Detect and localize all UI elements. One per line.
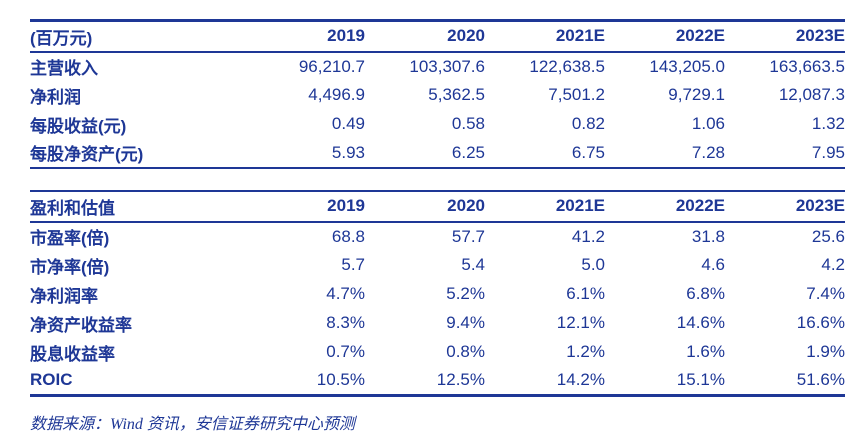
cell-value: 9.4% bbox=[446, 313, 485, 332]
year-column-header: 2019 bbox=[327, 26, 365, 46]
row-label: ROIC bbox=[30, 370, 73, 390]
cell-value: 4.2 bbox=[821, 255, 845, 274]
valuation-table-header-row: 盈利和估值 2019 2020 2021E 2022E 2023E bbox=[30, 191, 845, 222]
year-column-header: 2020 bbox=[447, 196, 485, 215]
cell-value: 0.8% bbox=[446, 342, 485, 361]
row-label: 净利润 bbox=[30, 87, 81, 107]
cell-value: 5.4 bbox=[461, 255, 485, 274]
cell-value: 15.1% bbox=[676, 370, 725, 390]
row-label: 市净率(倍) bbox=[30, 257, 110, 277]
cell-value: 4.7% bbox=[326, 284, 365, 303]
year-column-header: 2022E bbox=[675, 26, 725, 46]
cell-value: 103,307.6 bbox=[409, 56, 485, 76]
row-label-header: (百万元) bbox=[30, 28, 93, 48]
row-label: 股息收益率 bbox=[30, 344, 115, 364]
cell-value: 10.5% bbox=[316, 370, 365, 390]
cell-value: 4.6 bbox=[701, 255, 725, 274]
cell-value: 5.93 bbox=[331, 142, 365, 162]
table-row: 每股收益(元) 0.49 0.58 0.82 1.06 1.32 bbox=[30, 110, 845, 139]
cell-value: 5.2% bbox=[446, 284, 485, 303]
cell-value: 0.82 bbox=[571, 114, 605, 133]
row-label: 市盈率(倍) bbox=[30, 229, 110, 248]
cell-value: 122,638.5 bbox=[529, 56, 605, 76]
cell-value: 16.6% bbox=[796, 313, 845, 332]
year-column-header: 2021E bbox=[555, 196, 605, 215]
cell-value: 12,087.3 bbox=[778, 85, 845, 104]
cell-value: 7.4% bbox=[806, 284, 845, 303]
row-label: 净利润率 bbox=[30, 286, 98, 306]
cell-value: 0.58 bbox=[451, 114, 485, 133]
cell-value: 5.7 bbox=[341, 255, 365, 274]
row-label: 主营收入 bbox=[30, 59, 98, 78]
cell-value: 1.2% bbox=[566, 342, 605, 361]
table-row: 每股净资产(元) 5.93 6.25 6.75 7.28 7.95 bbox=[30, 139, 845, 168]
cell-value: 7.95 bbox=[811, 142, 845, 162]
cell-value: 8.3% bbox=[326, 313, 365, 332]
cell-value: 7,501.2 bbox=[548, 85, 605, 104]
cell-value: 25.6 bbox=[811, 226, 845, 246]
year-column-header: 2019 bbox=[327, 196, 365, 215]
cell-value: 5.0 bbox=[581, 255, 605, 274]
cell-value: 6.8% bbox=[686, 284, 725, 303]
cell-value: 4,496.9 bbox=[308, 85, 365, 104]
row-label: 每股净资产(元) bbox=[30, 145, 144, 164]
cell-value: 0.49 bbox=[331, 114, 365, 133]
year-column-header: 2023E bbox=[795, 196, 845, 215]
cell-value: 96,210.7 bbox=[298, 56, 365, 76]
cell-value: 1.9% bbox=[806, 342, 845, 361]
row-label: 每股收益(元) bbox=[30, 116, 127, 136]
cell-value: 6.1% bbox=[566, 284, 605, 303]
cell-value: 0.7% bbox=[326, 342, 365, 361]
cell-value: 41.2 bbox=[571, 226, 605, 246]
data-source-note: 数据来源：Wind 资讯，安信证券研究中心预测 bbox=[30, 416, 355, 433]
cell-value: 6.75 bbox=[571, 142, 605, 162]
table-row: 净资产收益率 8.3% 9.4% 12.1% 14.6% 16.6% bbox=[30, 309, 845, 338]
year-column-header: 2023E bbox=[795, 26, 845, 46]
income-table-header-row: (百万元) 2019 2020 2021E 2022E 2023E bbox=[30, 21, 845, 52]
cell-value: 143,205.0 bbox=[649, 56, 725, 76]
cell-value: 12.5% bbox=[436, 370, 485, 390]
table-row: 净利润 4,496.9 5,362.5 7,501.2 9,729.1 12,087.3 bbox=[30, 81, 845, 110]
row-label: 净资产收益率 bbox=[30, 315, 132, 335]
table-row: ROIC 10.5% 12.5% 14.2% 15.1% 51.6% bbox=[30, 367, 845, 396]
cell-value: 163,663.5 bbox=[769, 56, 845, 76]
table-row: 股息收益率 0.7% 0.8% 1.2% 1.6% 1.9% bbox=[30, 338, 845, 367]
table-row: 市盈率(倍) 68.8 57.7 41.2 31.8 25.6 bbox=[30, 222, 845, 251]
cell-value: 31.8 bbox=[691, 226, 725, 246]
cell-value: 1.6% bbox=[686, 342, 725, 361]
cell-value: 68.8 bbox=[331, 226, 365, 246]
cell-value: 51.6% bbox=[796, 370, 845, 390]
year-column-header: 2021E bbox=[555, 26, 605, 46]
cell-value: 1.32 bbox=[811, 114, 845, 133]
cell-value: 1.06 bbox=[691, 114, 725, 133]
row-label-header: 盈利和估值 bbox=[30, 198, 115, 218]
year-column-header: 2020 bbox=[447, 26, 485, 46]
table-row: 净利润率 4.7% 5.2% 6.1% 6.8% 7.4% bbox=[30, 280, 845, 309]
cell-value: 7.28 bbox=[691, 142, 725, 162]
cell-value: 6.25 bbox=[451, 142, 485, 162]
cell-value: 5,362.5 bbox=[428, 85, 485, 104]
cell-value: 14.2% bbox=[556, 370, 605, 390]
cell-value: 57.7 bbox=[451, 226, 485, 246]
year-column-header: 2022E bbox=[675, 196, 725, 215]
cell-value: 9,729.1 bbox=[668, 85, 725, 104]
income-forecast-table: (百万元) 2019 2020 2021E 2022E 2023E 主营收入 96,210.… bbox=[30, 19, 845, 169]
cell-value: 14.6% bbox=[676, 313, 725, 332]
table-row: 主营收入 96,210.7 103,307.6 122,638.5 143,205.0 1… bbox=[30, 52, 845, 81]
cell-value: 12.1% bbox=[556, 313, 605, 332]
valuation-metrics-table: 盈利和估值 2019 2020 2021E 2022E 2023E 市盈率(倍) 68.8 5… bbox=[30, 189, 845, 397]
table-row: 市净率(倍) 5.7 5.4 5.0 4.6 4.2 bbox=[30, 251, 845, 280]
